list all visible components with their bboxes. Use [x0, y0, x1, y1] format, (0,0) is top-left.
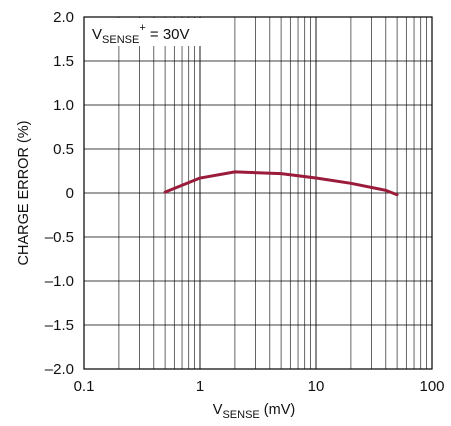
y-axis-title: CHARGE ERROR (%)	[16, 120, 32, 265]
y-tick-labels: 2.0 1.5 1.0 0.5 0 –0.5 –1.0 –1.5 –2.0	[45, 9, 74, 378]
x-axis-title: VSENSE (mV)	[213, 402, 295, 421]
annotation-rest: = 30V	[146, 26, 190, 43]
y-tick-label: 1.5	[53, 53, 74, 70]
x-axis-title-main: V	[213, 402, 223, 418]
y-tick-label: 1.0	[53, 97, 74, 114]
y-tick-label: –2.0	[45, 361, 74, 378]
x-tick-label: 1	[196, 378, 204, 395]
x-tick-label: 10	[308, 378, 325, 395]
series-layer	[163, 170, 399, 197]
x-axis-title-subscript: SENSE	[222, 409, 259, 421]
annotation-superscript: +	[139, 22, 145, 34]
y-tick-label: 2.0	[53, 9, 74, 26]
y-tick-label: –1.0	[45, 273, 74, 290]
series-line-1	[163, 170, 399, 197]
annotation-subscript: SENSE	[102, 34, 139, 46]
vsense-condition-annotation: VSENSE+ = 30V	[92, 22, 190, 46]
grid	[84, 17, 432, 369]
y-tick-label: 0.5	[53, 141, 74, 158]
x-tick-label: 0.1	[74, 378, 95, 395]
plot-frame	[83, 16, 433, 370]
y-tick-label: –1.5	[45, 317, 74, 334]
annotation-main: V	[92, 26, 102, 43]
y-tick-label: –0.5	[45, 229, 74, 246]
y-tick-label: 0	[66, 185, 74, 202]
x-axis-title-rest: (mV)	[260, 402, 295, 418]
x-tick-label: 100	[419, 378, 444, 395]
x-tick-labels: 0.1 1 10 100	[74, 378, 445, 395]
annotation-box: VSENSE+ = 30V	[85, 18, 213, 46]
